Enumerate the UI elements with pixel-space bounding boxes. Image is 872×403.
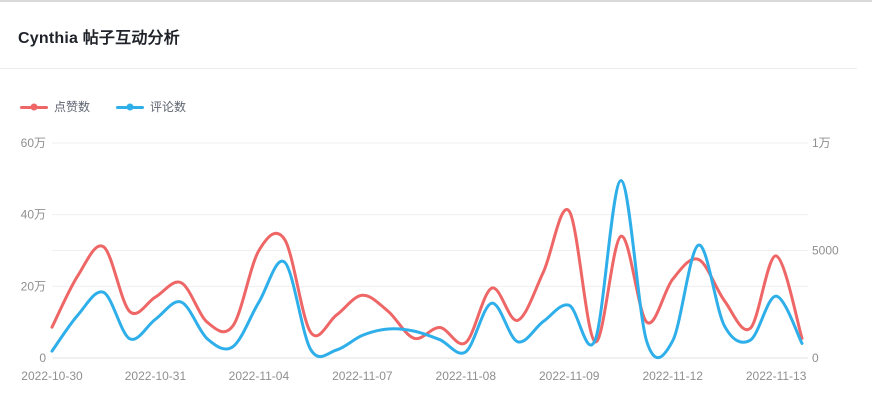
page-title: Cynthia 帖子互动分析 <box>18 30 180 47</box>
x-axis-label: 2022-11-08 <box>436 369 497 383</box>
top-divider <box>0 0 872 2</box>
x-axis-label: 2022-11-13 <box>746 369 807 383</box>
header-divider <box>0 68 857 69</box>
legend-label-likes: 点赞数 <box>54 100 91 114</box>
y-axis-label-left: 40万 <box>21 208 46 222</box>
x-axis-label: 2022-11-07 <box>332 369 393 383</box>
likes-line-icon <box>20 103 48 111</box>
interaction-line-chart[interactable]: 0 20万 40万 60万 0 5000 1万 2022-10-30 2022-10-31 202… <box>0 130 872 403</box>
y-axis-label-left: 20万 <box>21 279 46 293</box>
legend-label-comments: 评论数 <box>150 100 187 114</box>
legend-item-likes[interactable]: 点赞数 <box>20 99 90 115</box>
x-axis-label: 2022-10-30 <box>21 369 83 383</box>
comments-dot-icon <box>126 103 134 111</box>
x-axis-label: 2022-11-04 <box>229 369 290 383</box>
series-line-likes[interactable] <box>50 207 804 346</box>
chart-canvas[interactable]: 0 20万 40万 60万 0 5000 1万 2022-10-30 2022-10-31 202… <box>0 130 872 403</box>
y-axis-label-right: 5000 <box>812 244 839 258</box>
y-axis-label-left: 0 <box>39 351 46 365</box>
x-axis-label: 2022-10-31 <box>125 369 187 383</box>
y-axis-label-left: 60万 <box>21 136 46 150</box>
likes-dot-icon <box>30 103 38 111</box>
x-axis-label: 2022-11-09 <box>539 369 600 383</box>
comments-line-icon <box>116 103 145 111</box>
y-axis-label-right: 1万 <box>812 136 831 150</box>
card-header: Cynthia 帖子互动分析 <box>0 2 872 68</box>
legend-item-comments[interactable]: 评论数 <box>116 99 186 115</box>
y-axis-label-right: 0 <box>812 351 819 365</box>
x-axis-label: 2022-11-12 <box>642 369 703 383</box>
series-line-comments[interactable] <box>50 179 804 359</box>
chart-legend: 点赞数 评论数 <box>20 99 212 115</box>
